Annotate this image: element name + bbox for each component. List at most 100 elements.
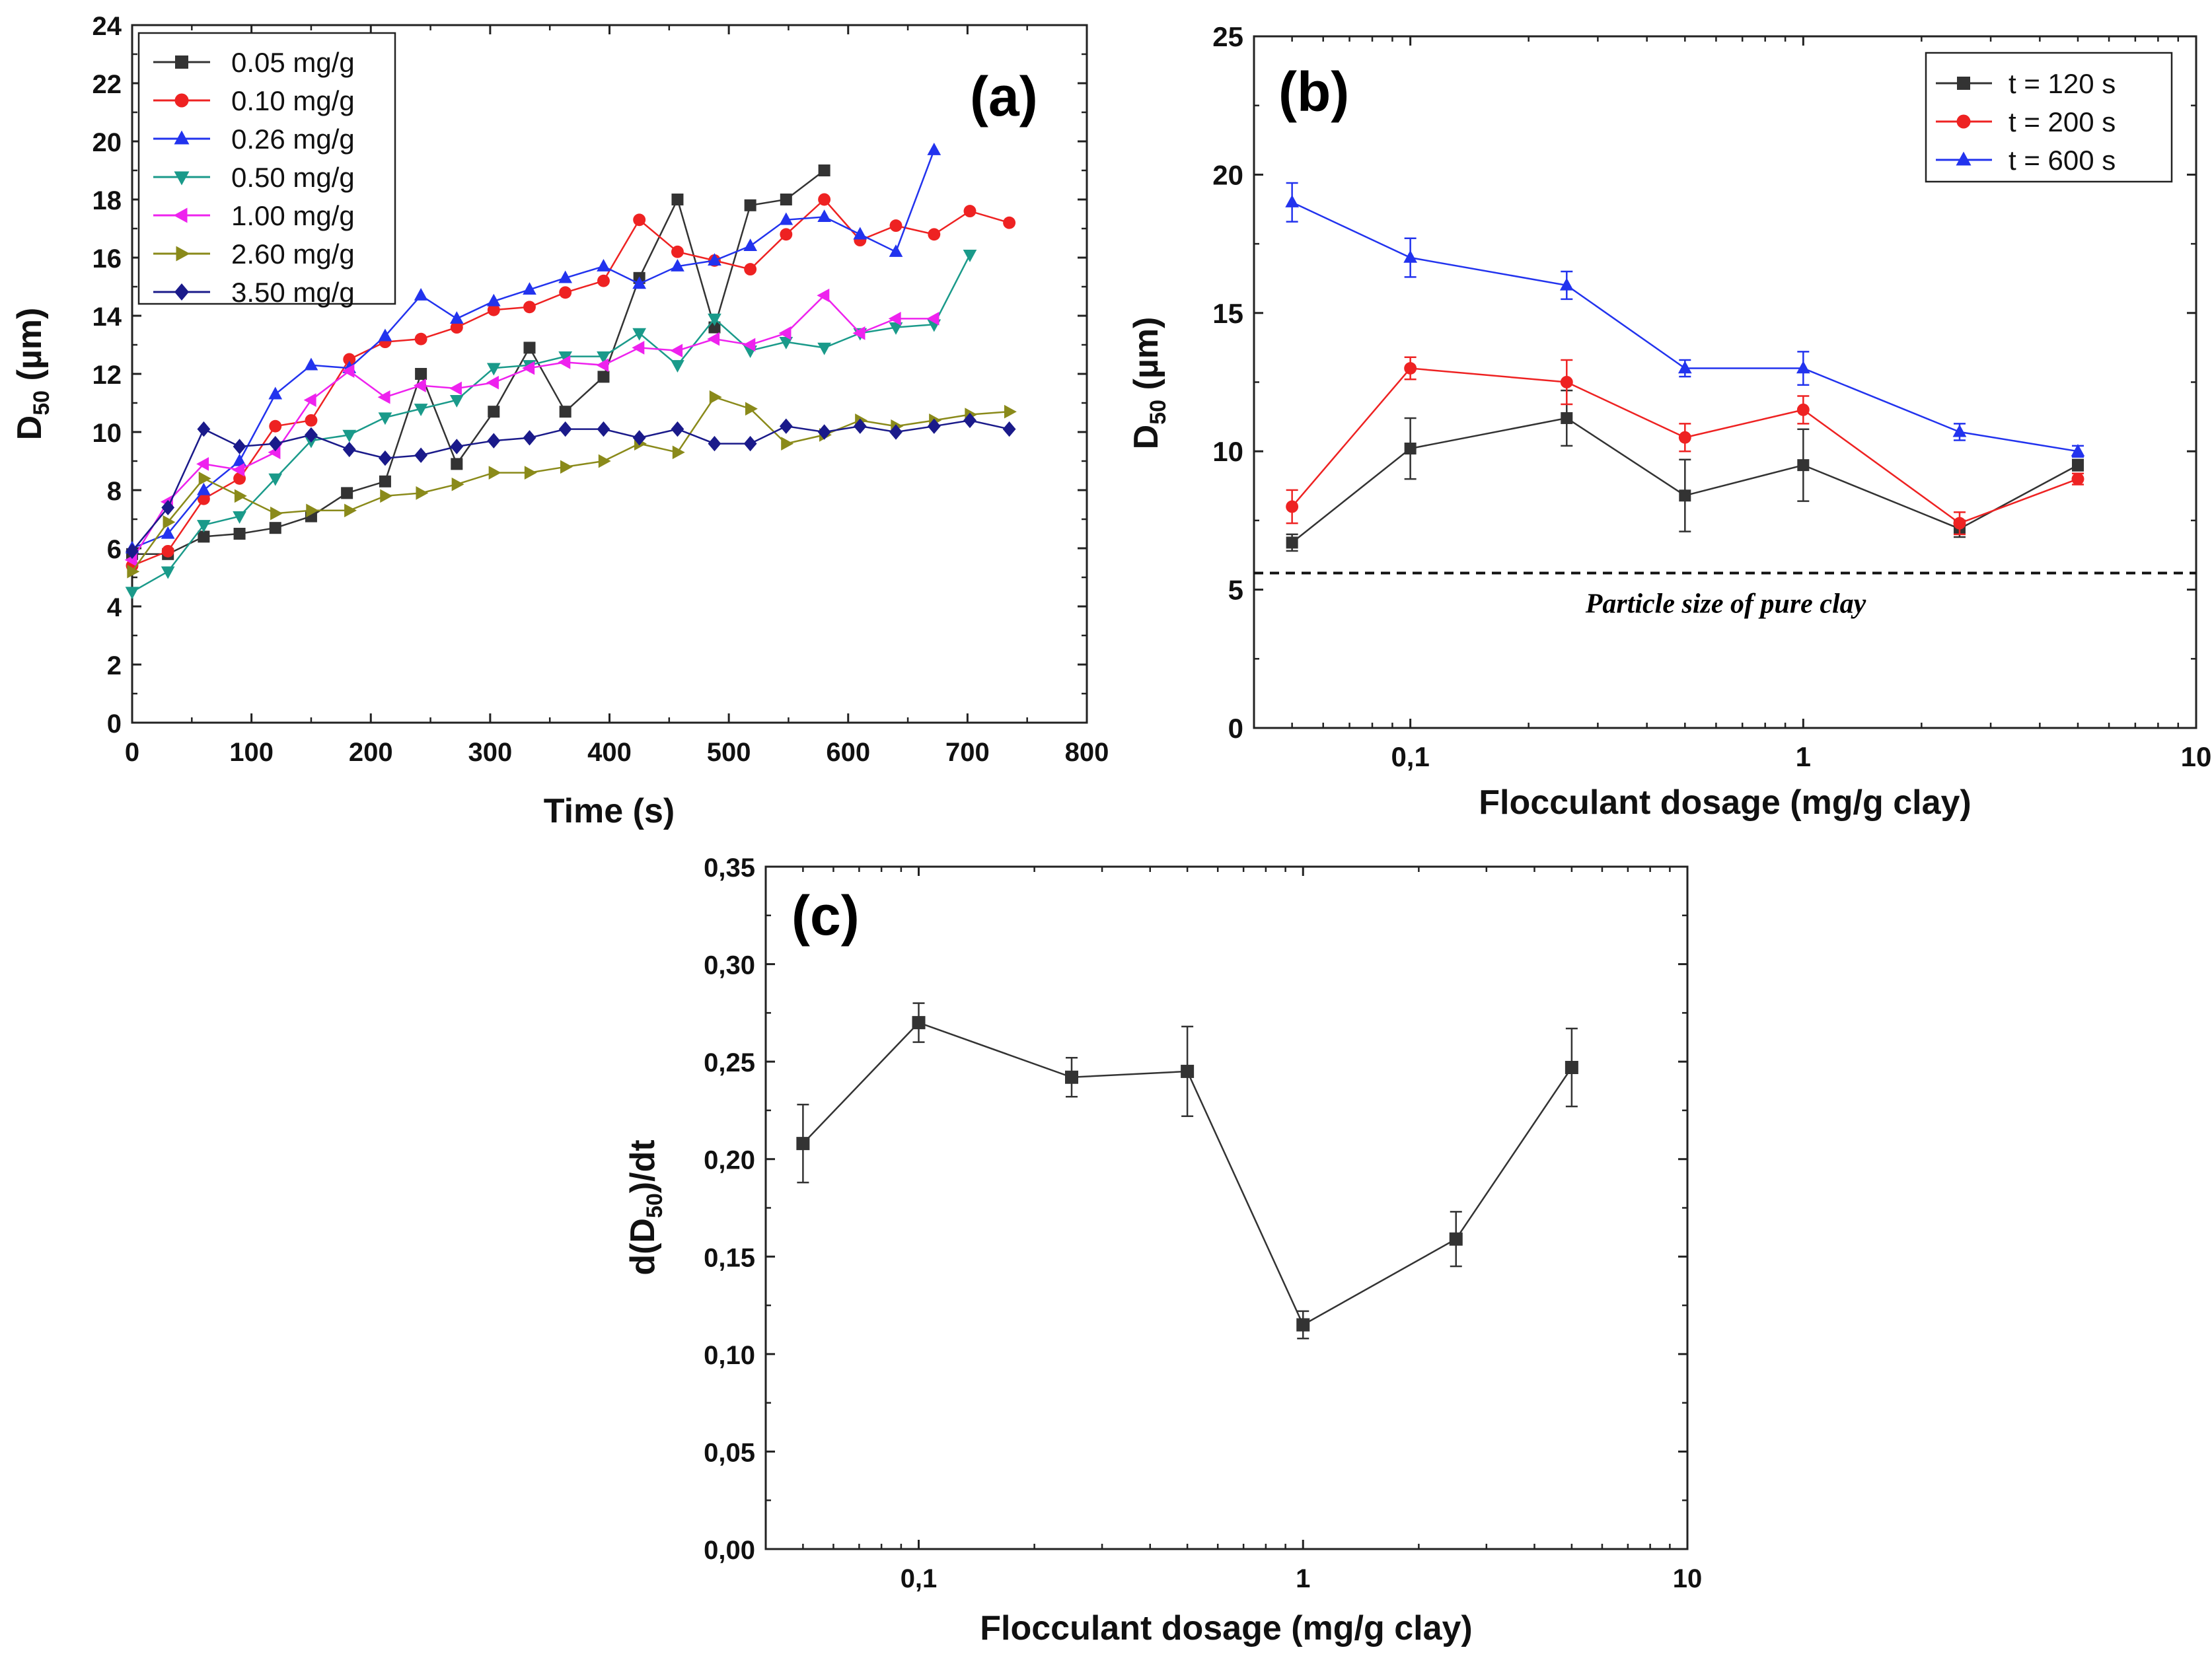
data-point: [343, 353, 356, 366]
data-point: [270, 506, 283, 521]
data-point: [268, 435, 282, 452]
data-point: [744, 263, 757, 276]
data-point: [963, 205, 977, 218]
data-point: [1003, 216, 1016, 229]
data-point: [304, 357, 318, 371]
data-point: [818, 164, 830, 176]
data-point: [889, 322, 903, 335]
axis-ticks-b: 0 5 10 15 20 25 0,1 1 10: [1212, 21, 2211, 772]
data-point: [342, 429, 357, 443]
data-point: [1449, 1232, 1463, 1246]
data-point: [269, 522, 281, 534]
data-point: [560, 460, 573, 474]
data-point: [1002, 421, 1016, 437]
y-tick-label: 0,00: [704, 1536, 755, 1565]
y-tick-label: 0,05: [704, 1438, 755, 1467]
x-tick-label: 10: [2181, 741, 2212, 772]
y-tick-label: 15: [1212, 298, 1243, 329]
y-axis-title-b-main: D: [1127, 425, 1165, 450]
data-point: [671, 258, 684, 271]
legend-label: t = 200 s: [2009, 106, 2116, 137]
y-tick-label: 10: [1212, 436, 1243, 467]
data-point: [779, 418, 793, 434]
data-point: [306, 503, 319, 518]
data-point: [523, 342, 536, 354]
data-point: [449, 381, 462, 396]
legend-marker: [176, 246, 190, 262]
data-point: [745, 402, 758, 416]
data-point: [125, 587, 139, 600]
data-point: [817, 342, 831, 355]
data-point: [415, 368, 427, 380]
data-point: [161, 526, 175, 539]
data-point: [450, 439, 464, 454]
y-tick-label: 18: [92, 186, 122, 215]
x-tick-label: 1: [1796, 741, 1811, 772]
x-tick-label: 400: [587, 738, 632, 767]
x-tick-label: 0,1: [901, 1564, 938, 1593]
y-tick-label: 0,35: [704, 853, 755, 883]
data-point: [632, 430, 646, 446]
y-axis-title-c: d(D50)/dt: [624, 1139, 667, 1275]
y-axis-title-b: D50 (µm): [1127, 317, 1171, 450]
data-point: [781, 437, 794, 451]
data-point: [744, 199, 756, 211]
axis-ticks-c: 0,00 0,05 0,10 0,15 0,20 0,25 0,30 0,35 0,1 1 10: [704, 853, 1702, 1593]
data-point: [1296, 1318, 1310, 1332]
x-tick-label: 0: [125, 738, 139, 767]
y-tick-label: 0,25: [704, 1048, 755, 1077]
legend-marker: [1957, 77, 1970, 90]
data-point: [1561, 412, 1573, 424]
x-tick-label: 0,1: [1391, 741, 1429, 772]
data-point: [852, 326, 866, 340]
data-point: [671, 245, 684, 258]
data-point: [377, 390, 390, 404]
y-axis-title-c-pre: d(D: [624, 1218, 662, 1276]
data-point: [780, 194, 792, 205]
data-point: [927, 142, 941, 155]
data-point: [379, 475, 391, 488]
data-point: [2071, 459, 2084, 472]
data-point: [597, 421, 610, 437]
data-point: [233, 511, 246, 524]
y-axis-title-a-unit: (µm): [11, 308, 49, 390]
y-tick-label: 4: [107, 593, 122, 622]
y-tick-label: 10: [92, 419, 122, 448]
data-point: [523, 301, 536, 314]
y-tick-label: 2: [107, 651, 122, 680]
y-tick-label: 0: [107, 709, 122, 739]
data-point: [1679, 489, 1691, 502]
data-point: [1404, 362, 1417, 375]
series-group-a: [124, 142, 1017, 600]
data-point: [818, 193, 831, 206]
data-point: [416, 486, 429, 500]
data-point: [1677, 361, 1692, 374]
panel-label-b: (b): [1278, 61, 1349, 123]
data-point: [486, 375, 499, 390]
data-point: [161, 544, 174, 558]
x-axis-title-c: Flocculant dosage (mg/g clay): [980, 1609, 1472, 1647]
legend-label: 2.60 mg/g: [231, 238, 355, 270]
data-point: [670, 343, 683, 358]
panel-label-a: (a): [970, 65, 1038, 127]
series-0-50-mg-g: [125, 249, 977, 600]
data-point: [2071, 472, 2084, 486]
data-point: [743, 435, 757, 452]
data-point: [1678, 431, 1691, 444]
data-point: [344, 503, 357, 518]
data-point: [451, 477, 464, 491]
data-point: [708, 253, 721, 266]
data-point: [1004, 404, 1017, 419]
x-tick-label: 300: [468, 738, 513, 767]
series-2-60-mg-g: [127, 390, 1017, 579]
chart-panel-c: 0,00 0,05 0,10 0,15 0,20 0,25 0,30 0,35 0,1 1 10 (…: [624, 853, 1702, 1647]
legend-marker: [1956, 114, 1971, 129]
data-point: [303, 393, 316, 407]
legend-label: 0.50 mg/g: [231, 162, 355, 193]
data-point: [888, 312, 901, 326]
series-t-600-s: [1285, 182, 2085, 458]
data-point: [126, 543, 139, 560]
data-point: [486, 363, 501, 376]
series-line: [132, 170, 825, 556]
data-point: [414, 287, 428, 301]
